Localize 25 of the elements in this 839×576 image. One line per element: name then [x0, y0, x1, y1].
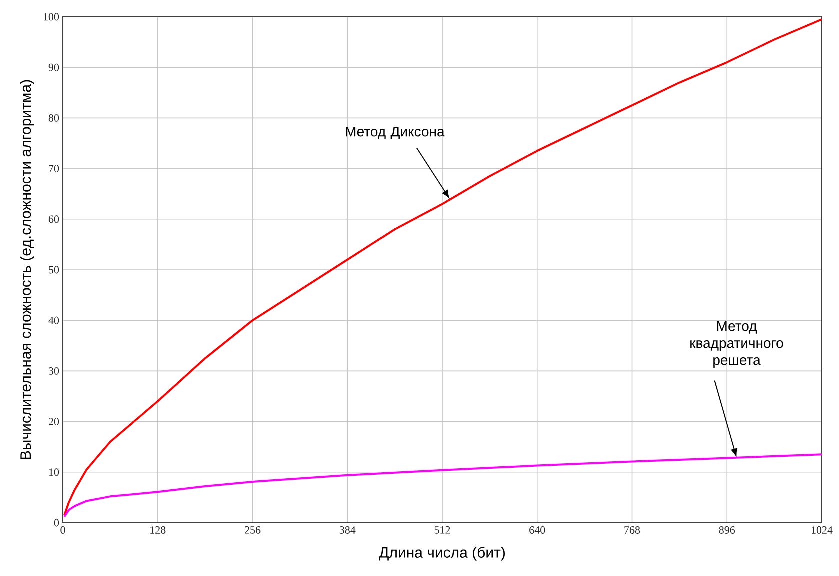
x-tick-label: 896: [719, 526, 736, 534]
y-tick-label: 60: [48, 216, 60, 224]
x-tick-label: 768: [624, 526, 640, 534]
annotation: Метод квадратичного решета: [690, 321, 784, 368]
y-tick-label: 10: [49, 468, 60, 476]
x-tick-label: 384: [340, 526, 356, 534]
y-tick-label: 80: [48, 114, 60, 122]
y-tick-label: 90: [48, 64, 60, 72]
annotation: Метод Диксона: [346, 126, 445, 140]
x-tick-label: 128: [150, 526, 166, 534]
line-series: [63, 454, 822, 518]
x-axis-title: Длина числа (бит): [379, 546, 505, 561]
x-tick-label: 256: [244, 526, 261, 534]
x-tick-label: 0: [60, 526, 66, 534]
y-tick-label: 0: [54, 519, 60, 527]
y-tick-label: 70: [49, 165, 60, 173]
y-tick-label: 30: [49, 367, 60, 375]
y-axis-title: Вычислительная сложность (ед.сложности алгоритма): [20, 80, 34, 460]
x-tick-label: 512: [434, 526, 450, 534]
y-tick-label: 40: [48, 316, 60, 324]
y-tick-label: 20: [48, 418, 60, 426]
y-tick-label: 100: [44, 13, 60, 21]
x-tick-label: 1024: [812, 526, 833, 534]
x-tick-label: 640: [530, 526, 546, 534]
y-tick-label: 50: [49, 266, 60, 274]
